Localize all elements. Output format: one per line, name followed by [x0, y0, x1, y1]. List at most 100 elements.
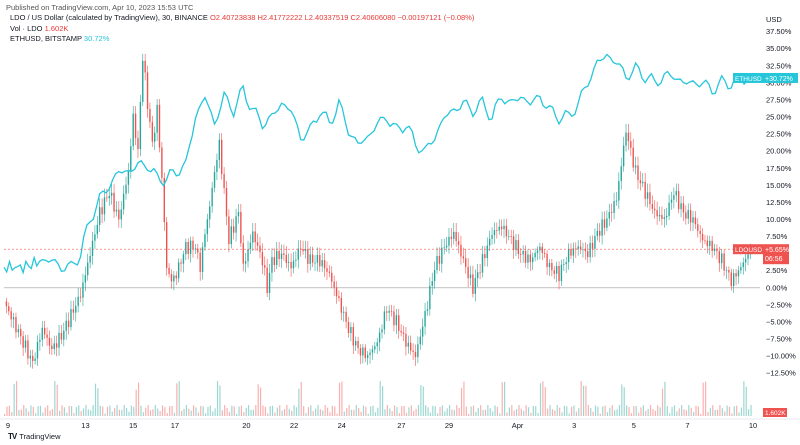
- candle: [582, 249, 584, 251]
- volume-bar: [731, 413, 733, 416]
- volume-bar: [623, 387, 625, 416]
- volume-bar: [255, 405, 257, 416]
- volume-bar: [221, 410, 223, 416]
- candle: [529, 254, 532, 263]
- x-tick-label: 7: [685, 421, 689, 430]
- candle: [579, 246, 582, 250]
- volume-bar: [681, 405, 683, 416]
- candle: [352, 326, 354, 346]
- volume-bar: [604, 405, 606, 416]
- candle: [354, 340, 357, 346]
- candle: [378, 332, 381, 343]
- candle: [173, 275, 175, 282]
- candle: [467, 266, 469, 279]
- candle: [60, 332, 63, 340]
- volume-bar: [427, 407, 429, 416]
- candle: [570, 248, 572, 256]
- volume-bar: [257, 384, 259, 416]
- volume-bar: [248, 405, 250, 416]
- volume-bar: [238, 406, 240, 416]
- candle: [553, 270, 555, 274]
- candle: [527, 254, 529, 263]
- candle: [388, 310, 390, 313]
- candle: [29, 355, 32, 359]
- candle: [24, 340, 27, 348]
- volume-bar: [602, 406, 604, 416]
- volume-bar: [200, 405, 202, 416]
- volume-bar: [23, 405, 25, 416]
- volume-bar: [748, 409, 750, 416]
- legend-compare-row[interactable]: ETHUSD, BITSTAMP 30.72%: [10, 34, 474, 45]
- candle: [149, 109, 151, 123]
- volume-bar: [78, 405, 80, 416]
- candle: [601, 219, 603, 236]
- candle: [39, 339, 41, 342]
- candle: [118, 209, 120, 220]
- candle: [189, 240, 192, 254]
- volume-bar: [145, 407, 147, 416]
- candle: [721, 253, 723, 264]
- ethusd-tag[interactable]: [733, 72, 763, 83]
- ldousd-value-tag[interactable]: [763, 244, 789, 265]
- legend-symbol-row[interactable]: LDO / US Dollar (calculated by TradingVi…: [10, 13, 474, 24]
- volume-bar: [264, 406, 266, 416]
- y-axis-unit-label: USD: [766, 15, 782, 24]
- ldousd-tag[interactable]: [733, 244, 763, 255]
- candle: [94, 234, 96, 241]
- volume-bar: [116, 405, 118, 416]
- volume-bar: [322, 410, 324, 416]
- volume-bar: [329, 412, 331, 416]
- candle: [87, 262, 89, 276]
- y-tick-label: −7.50%: [766, 335, 792, 344]
- y-tick-label: 0.00%: [766, 283, 788, 292]
- volume-bar: [334, 406, 336, 416]
- legend-volume-row[interactable]: Vol · LDO 1.602K: [10, 24, 474, 35]
- candle: [15, 317, 17, 333]
- x-tick-label: 20: [242, 421, 250, 430]
- volume-bar: [386, 405, 388, 416]
- candle: [8, 306, 10, 312]
- candle: [321, 260, 323, 267]
- candle: [163, 177, 165, 223]
- candle: [323, 260, 326, 269]
- tradingview-logo[interactable]: TV TradingView: [8, 432, 61, 441]
- legend-symbol-title: LDO / US Dollar (calculated by TradingVi…: [10, 13, 208, 22]
- candle: [668, 202, 670, 217]
- volume-bar: [4, 414, 6, 416]
- candle: [742, 262, 744, 268]
- volume-bar: [401, 406, 403, 416]
- candle: [221, 139, 223, 175]
- volume-bar: [463, 381, 465, 416]
- candle: [70, 309, 72, 328]
- volume-bar: [444, 411, 446, 416]
- volume-bar: [142, 412, 144, 416]
- candle: [515, 240, 517, 251]
- candle: [558, 265, 560, 282]
- volume-bar: [135, 389, 137, 416]
- volume-bar: [159, 411, 161, 416]
- volume-bar: [468, 413, 470, 416]
- volume-bar: [446, 408, 448, 416]
- volume-bar: [336, 413, 338, 416]
- x-tick-label: Apr: [512, 421, 524, 430]
- candle: [278, 250, 280, 259]
- volume-bar: [49, 410, 51, 416]
- candle: [165, 222, 168, 268]
- volume-value-tag[interactable]: [763, 408, 787, 417]
- volume-bar: [269, 406, 271, 416]
- y-tick-label: 35.00%: [766, 44, 792, 53]
- candle: [725, 270, 728, 271]
- x-tick-label: 15: [129, 421, 137, 430]
- volume-bar: [173, 412, 176, 416]
- ethusd-value-tag[interactable]: [763, 72, 798, 83]
- volume-bar: [291, 410, 293, 416]
- candle: [704, 240, 706, 242]
- volume-bar: [114, 408, 116, 416]
- candle: [563, 264, 565, 265]
- volume-bar: [231, 405, 233, 416]
- volume-bar: [240, 405, 243, 416]
- candle: [524, 250, 527, 263]
- volume-bar: [630, 413, 633, 416]
- candle: [374, 346, 376, 350]
